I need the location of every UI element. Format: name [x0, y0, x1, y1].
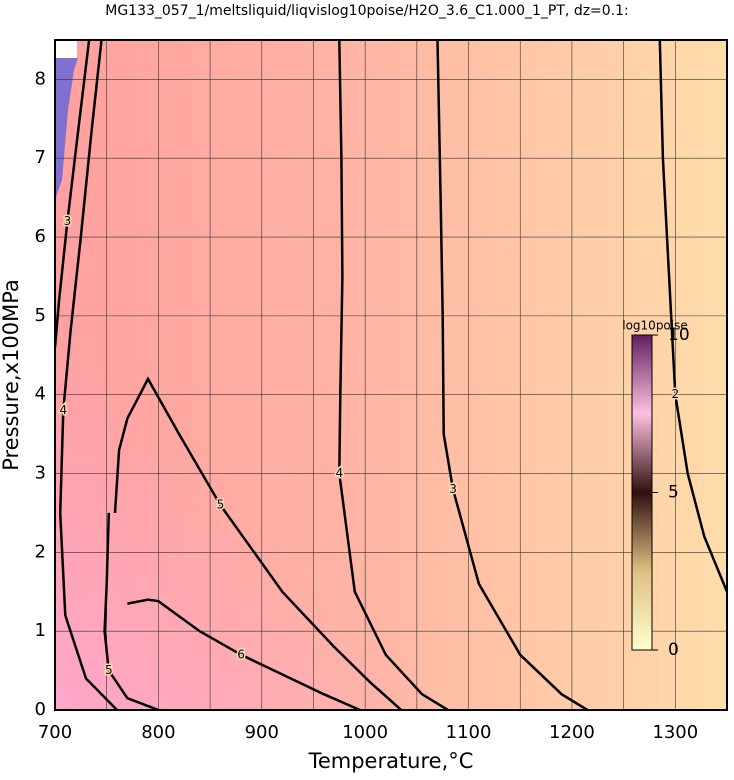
- y-tick-label: 1: [35, 620, 46, 641]
- chart-title: MG133_057_1/meltsliquid/liqvislog10poise…: [105, 3, 629, 19]
- y-tick-label: 3: [35, 463, 46, 484]
- plot-shading: [55, 40, 727, 710]
- colorbar: [631, 334, 653, 651]
- contour-label: 3: [64, 214, 72, 228]
- y-tick-label: 5: [35, 305, 46, 326]
- contour-label: 5: [105, 663, 113, 677]
- y-tick-label: 7: [35, 147, 46, 168]
- y-tick-label: 8: [35, 68, 46, 89]
- region-patch: [55, 58, 78, 200]
- contour-line: [113, 376, 403, 710]
- y-axis-label: Pressure,x100MPa: [0, 279, 23, 471]
- contour-label: 5: [217, 498, 225, 512]
- x-tick-label: 700: [38, 722, 72, 743]
- x-tick-label: 800: [141, 722, 175, 743]
- contours: 2 3 4 5 6 4 3 5: [55, 40, 727, 710]
- y-tick-label: 2: [35, 541, 46, 562]
- contour-label: 4: [59, 403, 67, 417]
- x-tick-label: 1200: [549, 722, 595, 743]
- contour-line: [338, 40, 449, 710]
- contour-line: [436, 40, 589, 710]
- colorbar-ticks: 0 5 10: [652, 325, 690, 660]
- contour-line: [127, 598, 361, 710]
- y-tick-label: 0: [35, 699, 46, 720]
- colorbar-tick-label: 0: [668, 640, 679, 660]
- region-blank: [55, 40, 77, 58]
- y-tick-label: 4: [35, 384, 46, 405]
- colorbar-label: log10poise: [622, 319, 688, 333]
- contour-label: 2: [671, 387, 679, 401]
- contour-label: 4: [335, 466, 343, 480]
- x-axis-label: Temperature,°C: [308, 749, 474, 773]
- plot-frame: [54, 39, 728, 711]
- contour-label: 3: [449, 482, 457, 496]
- colorbar-tick-label: 5: [668, 483, 679, 503]
- contour-label: 6: [237, 647, 245, 661]
- contour-line: [658, 40, 727, 593]
- colorbar-tick-label: 10: [668, 325, 690, 345]
- contour-line: [55, 40, 91, 348]
- x-tick-label: 1000: [342, 722, 388, 743]
- y-tick-label: 6: [35, 226, 46, 247]
- x-tick-label: 1300: [652, 722, 698, 743]
- contour-line: [58, 40, 118, 710]
- x-tick-label: 1100: [446, 722, 492, 743]
- contour-line: [103, 512, 159, 710]
- x-tick-label: 900: [245, 722, 279, 743]
